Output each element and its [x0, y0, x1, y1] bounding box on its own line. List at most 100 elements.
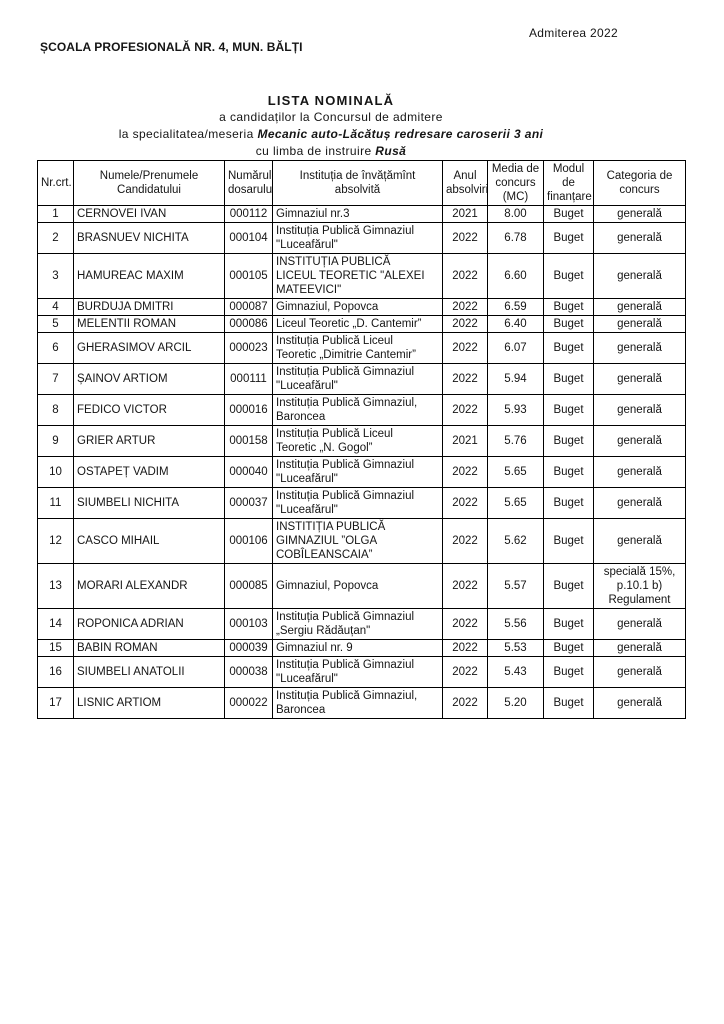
table-cell-score: 5.65	[487, 456, 544, 488]
table-cell-year: 2022	[442, 332, 488, 364]
table-cell-funding: Buget	[543, 205, 594, 223]
table-cell-institution: Instituția Publică Gimnaziul „Sergiu Răd…	[272, 608, 443, 640]
table-cell-category: generală	[593, 332, 686, 364]
table-row: 15 BABIN ROMAN 000039 Gimnaziul nr. 9 2022 5.…	[37, 639, 686, 657]
table-cell-name: LISNIC ARTIOM	[73, 687, 225, 719]
table-cell-file: 000087	[224, 298, 273, 316]
table-row: 6 GHERASIMOV ARCIL 000023 Instituția Public…	[37, 332, 686, 364]
table-cell-year: 2022	[442, 608, 488, 640]
table-cell-year: 2022	[442, 394, 488, 426]
table-cell-file: 000103	[224, 608, 273, 640]
table-cell-institution: Instituția Publică Gimnaziul "Luceafărul…	[272, 456, 443, 488]
table-cell-nr: 8	[37, 394, 74, 426]
column-header: Modul de finanțare	[543, 160, 594, 206]
table-cell-file: 000022	[224, 687, 273, 719]
table-cell-funding: Buget	[543, 487, 594, 519]
candidates-table: Nr.crt. Numele/Prenumele Candidatului Numă…	[37, 160, 686, 719]
table-cell-file: 000158	[224, 425, 273, 457]
table-cell-name: SIUMBELI NICHITA	[73, 487, 225, 519]
table-cell-institution: Gimnaziul, Popovca	[272, 298, 443, 316]
table-cell-file: 000111	[224, 363, 273, 395]
table-cell-file: 000038	[224, 656, 273, 688]
table-cell-category: generală	[593, 253, 686, 299]
table-row: 8 FEDICO VICTOR 000016 Instituția Publică G…	[37, 394, 686, 426]
table-cell-name: SIUMBELI ANATOLII	[73, 656, 225, 688]
table-cell-year: 2022	[442, 656, 488, 688]
table-cell-institution: Gimnaziul nr. 9	[272, 639, 443, 657]
table-cell-score: 6.40	[487, 315, 544, 333]
table-cell-name: BURDUJA DMITRI	[73, 298, 225, 316]
table-cell-category: generală	[593, 298, 686, 316]
table-cell-funding: Buget	[543, 363, 594, 395]
table-cell-nr: 17	[37, 687, 74, 719]
table-row: 9 GRIER ARTUR 000158 Instituția Publică Lic…	[37, 425, 686, 457]
table-cell-category: generală	[593, 608, 686, 640]
table-cell-funding: Buget	[543, 563, 594, 609]
column-header: Numărul dosarului	[224, 160, 273, 206]
table-cell-score: 8.00	[487, 205, 544, 223]
table-cell-nr: 15	[37, 639, 74, 657]
table-cell-category: generală	[593, 394, 686, 426]
table-cell-year: 2022	[442, 518, 488, 564]
table-row: 14 ROPONICA ADRIAN 000103 Instituția Public…	[37, 608, 686, 640]
table-cell-name: ROPONICA ADRIAN	[73, 608, 225, 640]
table-cell-institution: Instituția Publică Gimnaziul "Luceafărul…	[272, 222, 443, 254]
table-body: 1 CERNOVEI IVAN 000112 Gimnaziul nr.3 2021 8.…	[37, 205, 686, 719]
table-cell-institution: Gimnaziul, Popovca	[272, 563, 443, 609]
column-header: Nr.crt.	[37, 160, 74, 206]
table-cell-nr: 6	[37, 332, 74, 364]
table-cell-institution: Instituția Publică Gimnaziul "Luceafărul…	[272, 656, 443, 688]
table-cell-nr: 3	[37, 253, 74, 299]
table-row: 5 MELENTII ROMAN 000086 Liceul Teoretic „D.…	[37, 315, 686, 333]
table-cell-funding: Buget	[543, 518, 594, 564]
table-cell-year: 2022	[442, 563, 488, 609]
table-cell-year: 2022	[442, 363, 488, 395]
title-block: LISTA NOMINALĂ a candidaților la Concurs…	[37, 92, 625, 160]
table-cell-category: generală	[593, 687, 686, 719]
table-cell-score: 6.78	[487, 222, 544, 254]
table-row: 1 CERNOVEI IVAN 000112 Gimnaziul nr.3 2021 8.…	[37, 205, 686, 223]
table-cell-score: 6.07	[487, 332, 544, 364]
table-cell-nr: 16	[37, 656, 74, 688]
table-cell-funding: Buget	[543, 253, 594, 299]
table-cell-funding: Buget	[543, 687, 594, 719]
table-cell-score: 5.53	[487, 639, 544, 657]
table-row: 12 CASCO MIHAIL 000106 INSTITIȚIA PUBLICĂ G…	[37, 518, 686, 564]
table-cell-score: 5.94	[487, 363, 544, 395]
table-cell-file: 000037	[224, 487, 273, 519]
table-cell-year: 2022	[442, 687, 488, 719]
table-cell-institution: Instituția Publică Gimnaziul "Luceafărul…	[272, 363, 443, 395]
table-cell-funding: Buget	[543, 608, 594, 640]
table-cell-funding: Buget	[543, 315, 594, 333]
table-cell-category: generală	[593, 656, 686, 688]
table-cell-year: 2022	[442, 298, 488, 316]
table-cell-year: 2022	[442, 487, 488, 519]
table-header-row: Nr.crt. Numele/Prenumele Candidatului Numă…	[37, 160, 686, 206]
school-name: ȘCOALA PROFESIONALĂ NR. 4, MUN. BĂLȚI	[40, 40, 303, 54]
subtitle-language: cu limba de instruire Rusă	[37, 143, 625, 160]
table-cell-nr: 13	[37, 563, 74, 609]
table-cell-score: 5.76	[487, 425, 544, 457]
table-cell-nr: 14	[37, 608, 74, 640]
table-cell-name: OSTAPEȚ VADIM	[73, 456, 225, 488]
table-row: 10 OSTAPEȚ VADIM 000040 Instituția Publică …	[37, 456, 686, 488]
table-cell-year: 2022	[442, 456, 488, 488]
table-row: 7 ȘAINOV ARTIOM 000111 Instituția Publică G…	[37, 363, 686, 395]
table-cell-file: 000040	[224, 456, 273, 488]
table-cell-category: generală	[593, 315, 686, 333]
table-cell-nr: 10	[37, 456, 74, 488]
table-cell-file: 000106	[224, 518, 273, 564]
table-cell-category: generală	[593, 456, 686, 488]
table-cell-institution: Instituția Publică Gimnaziul, Baroncea	[272, 394, 443, 426]
table-cell-institution: Instituția Publică Gimnaziul "Luceafărul…	[272, 487, 443, 519]
table-cell-category: generală	[593, 363, 686, 395]
table-cell-file: 000105	[224, 253, 273, 299]
table-cell-institution: Instituția Publică Liceul Teoretic „N. G…	[272, 425, 443, 457]
table-cell-category: generală	[593, 487, 686, 519]
table-cell-funding: Buget	[543, 639, 594, 657]
table-cell-file: 000016	[224, 394, 273, 426]
page-title: LISTA NOMINALĂ	[267, 93, 395, 108]
table-cell-score: 5.56	[487, 608, 544, 640]
table-cell-funding: Buget	[543, 394, 594, 426]
